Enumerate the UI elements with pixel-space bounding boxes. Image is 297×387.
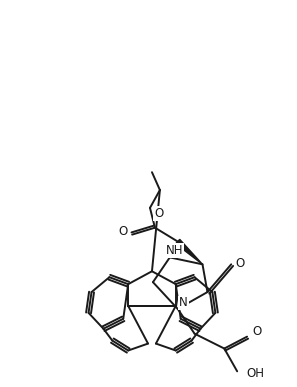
Text: O: O (119, 225, 128, 238)
Text: OH: OH (246, 367, 264, 380)
Text: NH: NH (166, 244, 184, 257)
Polygon shape (176, 239, 203, 264)
Text: O: O (252, 325, 261, 338)
Text: N: N (179, 296, 188, 310)
Text: O: O (154, 207, 164, 220)
Text: O: O (236, 257, 245, 270)
